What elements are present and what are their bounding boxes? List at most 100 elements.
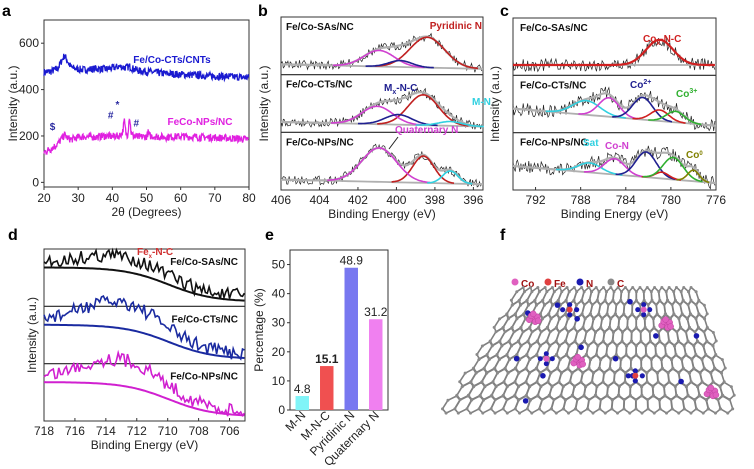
carbon-atom (540, 398, 544, 402)
carbon-atom (666, 371, 670, 375)
carbon-atom (687, 371, 691, 375)
carbon-atom (561, 407, 565, 411)
carbon-atom (506, 317, 510, 321)
carbon-atom (620, 330, 624, 334)
carbon-atom (598, 407, 602, 411)
carbon-atom (660, 285, 664, 289)
carbon-atom (689, 285, 693, 289)
carbon-atom (619, 290, 623, 294)
carbon-atom (684, 385, 688, 389)
carbon-atom (634, 398, 638, 402)
carbon-atom (580, 313, 584, 317)
bar-value-label: 31.2 (364, 305, 388, 319)
fit-peak-pyridinic-n (375, 36, 479, 70)
carbon-atom (549, 317, 553, 321)
carbon-bonds (441, 286, 735, 414)
carbon-atom (468, 380, 472, 384)
carbon-atom (648, 330, 652, 334)
carbon-atom (566, 317, 570, 321)
sample-label: Fe/Co-CTs/NC (286, 80, 352, 91)
carbon-atom (513, 313, 517, 317)
carbon-atom (583, 385, 587, 389)
carbon-atom (556, 299, 560, 303)
y-tick-label: 50 (272, 258, 286, 272)
carbon-atom (478, 394, 482, 398)
carbon-atom (601, 380, 605, 384)
carbon-atom (513, 367, 517, 371)
carbon-atom (534, 353, 538, 357)
bar-value-label: 4.8 (294, 382, 311, 396)
carbon-atom (565, 285, 569, 289)
carbon-atom (554, 353, 558, 357)
carbon-atom (698, 394, 702, 398)
carbon-atom (613, 371, 617, 375)
carbon-atom (711, 380, 715, 384)
panel-label-e: e (265, 227, 274, 244)
carbon-atom (555, 313, 559, 317)
fit-peak-quaternary-n (332, 49, 425, 69)
x-tick-label: 404 (309, 193, 329, 207)
carbon-atom (674, 285, 678, 289)
carbon-atom (667, 380, 671, 384)
carbon-atom (591, 371, 595, 375)
series-line-1 (43, 118, 250, 156)
carbon-atom (645, 285, 649, 289)
nitrogen-atom (635, 307, 641, 313)
panel-label-d: d (8, 227, 18, 244)
carbon-atom (658, 407, 662, 411)
carbon-atom (546, 380, 550, 384)
subplot-frame (43, 363, 246, 422)
carbon-atom (546, 313, 550, 317)
carbon-atom (537, 407, 541, 411)
x-tick-label: 714 (96, 424, 116, 438)
panel-d: d Fe/Co-SAs/NC Fe/Co-CTs/NC Fe/Co-NPs/NC 718… (8, 227, 246, 452)
carbon-atom (593, 330, 597, 334)
raw-data-line (43, 247, 246, 301)
carbon-atom (602, 285, 606, 289)
carbon-atom (590, 380, 594, 384)
carbon-atom (690, 358, 694, 362)
carbon-atom (525, 299, 529, 303)
carbon-atom (651, 394, 655, 398)
carbon-atom (591, 411, 595, 415)
carbon-atom (652, 411, 656, 415)
carbon-atom (669, 398, 673, 402)
carbon-atom (664, 290, 668, 294)
carbon-atom (689, 411, 693, 415)
x-axis-label: 2θ (Degrees) (111, 205, 181, 219)
carbon-atom (500, 344, 504, 348)
carbon-atom (701, 344, 705, 348)
carbon-atom (595, 385, 599, 389)
fit-peak-mx-n-c (365, 59, 434, 69)
cobalt-cluster-atom (579, 360, 586, 368)
carbon-atom (481, 411, 485, 415)
carbon-atom (705, 326, 709, 330)
carbon-atom (585, 407, 589, 411)
carbon-atom (540, 317, 544, 321)
carbon-atom (532, 299, 536, 303)
carbon-atom (572, 385, 576, 389)
carbon-atom (685, 317, 689, 321)
carbon-atom (460, 385, 464, 389)
carbon-atom (624, 344, 628, 348)
carbon-atom (570, 394, 574, 398)
fit-peak-m-n (427, 170, 473, 185)
cobalt-atom (543, 355, 550, 362)
carbon-atom (701, 411, 705, 415)
carbon-atom (530, 411, 534, 415)
carbon-atom (568, 358, 572, 362)
carbon-atom (634, 290, 638, 294)
carbon-atom (559, 394, 563, 398)
cobalt-cluster-atom (662, 316, 669, 323)
carbon-atom (575, 330, 579, 334)
carbon-atom (550, 303, 554, 307)
carbon-atom (619, 358, 623, 362)
carbon-atom (705, 340, 709, 344)
carbon-atom (669, 358, 673, 362)
carbon-atom (674, 394, 678, 398)
carbon-atom (657, 330, 661, 334)
nitrogen-atom (574, 307, 580, 313)
carbon-atom (629, 367, 633, 371)
carbon-atom (694, 407, 698, 411)
carbon-atom (510, 326, 514, 330)
